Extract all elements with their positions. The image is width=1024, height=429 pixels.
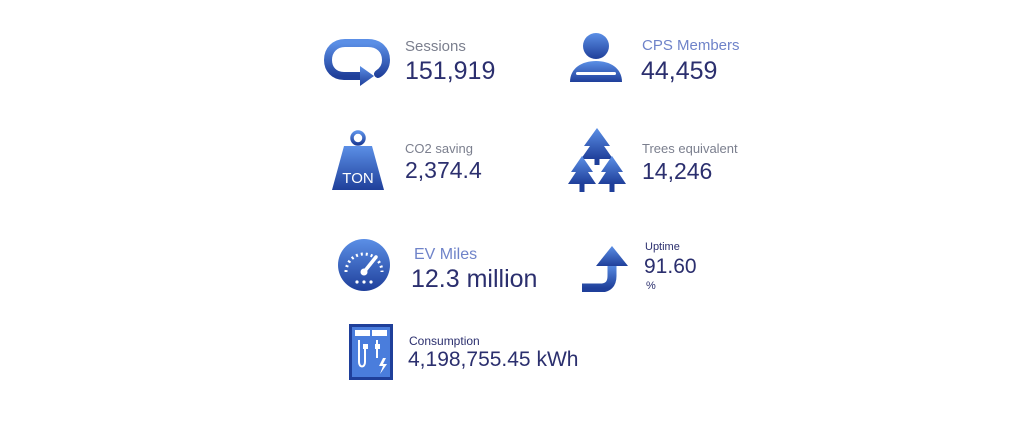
trees-equivalent-label: Trees equivalent — [642, 141, 738, 156]
speedometer-icon — [338, 239, 390, 291]
weight-ton-icon: TON — [332, 130, 384, 190]
cps-members-label: CPS Members — [642, 37, 740, 54]
refresh-arrow-icon — [324, 39, 390, 86]
trees-equivalent-value: 14,246 — [642, 158, 713, 184]
co2-saving-value: 2,374.4 — [405, 157, 482, 183]
uptime-value: 91.60 — [644, 255, 697, 278]
charging-station-icon — [349, 324, 393, 380]
uptime-unit: % — [646, 280, 656, 292]
svg-text:TON: TON — [342, 170, 373, 187]
user-icon — [570, 33, 622, 82]
uptime-label: Uptime — [645, 241, 680, 253]
sessions-value: 151,919 — [405, 57, 496, 85]
consumption-label: Consumption — [409, 334, 480, 348]
up-turn-arrow-icon — [582, 246, 628, 292]
consumption-value: 4,198,755.45 kWh — [408, 348, 579, 371]
ev-miles-label: EV Miles — [414, 246, 478, 263]
trees-icon — [568, 128, 626, 192]
cps-members-value: 44,459 — [641, 57, 718, 85]
co2-saving-label: CO2 saving — [405, 141, 473, 156]
ev-miles-value: 12.3 million — [411, 265, 538, 293]
sessions-label: Sessions — [405, 38, 466, 55]
